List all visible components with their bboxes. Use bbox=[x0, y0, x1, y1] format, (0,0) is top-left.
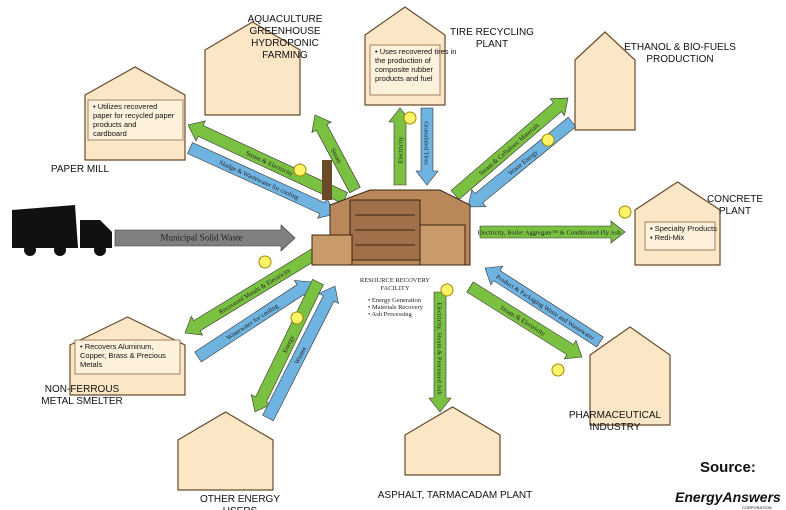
node-label: NON-FERROUS bbox=[45, 384, 120, 395]
arrow-label: Electricity bbox=[398, 136, 405, 164]
node-label: GREENHOUSE bbox=[249, 26, 320, 37]
node-note: products and fuel bbox=[375, 74, 433, 83]
source-logo: EnergyAnswers bbox=[675, 489, 781, 505]
arrow-label: Electricity, Steam & Processed Ash bbox=[436, 302, 443, 395]
node-label: TIRE RECYCLING bbox=[450, 27, 534, 38]
building bbox=[178, 412, 273, 490]
facility bbox=[312, 160, 470, 265]
node-note: products and bbox=[93, 120, 136, 129]
node-note: • Uses recovered tires in bbox=[375, 47, 456, 56]
source-logo-sub: CORPORATION bbox=[742, 505, 772, 510]
node-label: PAPER MILL bbox=[51, 164, 110, 175]
node-note: • Specialty Products bbox=[650, 224, 717, 233]
page: {"center": {"title_lines": ["RESOURCE RE… bbox=[0, 0, 786, 510]
light-bulb bbox=[291, 312, 303, 324]
arrow: Municipal Solid Waste bbox=[115, 225, 295, 251]
arrow: Electricity, Boiler Aggregate™ & Conditi… bbox=[477, 221, 625, 243]
node-note: Copper, Brass & Precious bbox=[80, 351, 166, 360]
facility-bullets: • Energy Generation• Materials Recovery•… bbox=[368, 297, 424, 318]
node-label: PRODUCTION bbox=[646, 54, 713, 65]
node-label: CONCRETE bbox=[707, 194, 763, 205]
arrow-label: Electricity, Boiler Aggregate™ & Conditi… bbox=[477, 230, 621, 237]
node-note: paper for recycled paper bbox=[93, 111, 175, 120]
node-label: USERS bbox=[223, 506, 258, 510]
node-note: composite rubber bbox=[375, 65, 433, 74]
light-bulb bbox=[542, 134, 554, 146]
node-label: FARMING bbox=[262, 50, 308, 61]
node-note: • Redi-Mix bbox=[650, 233, 685, 242]
arrow: Electricity, Steam & Processed Ash bbox=[429, 292, 451, 412]
light-bulb bbox=[294, 164, 306, 176]
light-bulb bbox=[552, 364, 564, 376]
node-note: • Utilizes recovered bbox=[93, 102, 157, 111]
arrow: Granulated Tires bbox=[416, 108, 438, 185]
arrow-label: Municipal Solid Waste bbox=[160, 233, 242, 243]
arrow: Steam & Cellulosic Materials bbox=[448, 90, 575, 204]
node-note: cardboard bbox=[93, 129, 127, 138]
diagram: AQUACULTUREGREENHOUSEHYDROPONICFARMING • … bbox=[0, 0, 786, 510]
light-bulb bbox=[619, 206, 631, 218]
node-note: Metals bbox=[80, 360, 102, 369]
node-label: AQUACULTURE bbox=[248, 14, 323, 25]
source-label: Source: bbox=[700, 459, 756, 476]
node-label: INDUSTRY bbox=[590, 422, 641, 433]
light-bulb bbox=[404, 112, 416, 124]
node-note: the production of bbox=[375, 56, 432, 65]
node-label: PHARMACEUTICAL bbox=[569, 410, 662, 421]
node-label: ETHANOL & BIO-FUELS bbox=[624, 42, 736, 53]
node-note: • Recovers Aluminum, bbox=[80, 342, 153, 351]
node-label: OTHER ENERGY bbox=[200, 494, 280, 505]
arrow: Waste Energy bbox=[461, 113, 579, 215]
garbage-truck bbox=[12, 205, 112, 256]
light-bulb bbox=[259, 256, 271, 268]
building bbox=[405, 407, 500, 475]
arrow-label: Granulated Tires bbox=[423, 121, 430, 165]
node-label: PLANT bbox=[476, 39, 508, 50]
node-label: PLANT bbox=[719, 206, 751, 217]
node-label: METAL SMELTER bbox=[41, 396, 123, 407]
node-label: ASPHALT, TARMACADAM PLANT bbox=[378, 490, 532, 501]
light-bulb bbox=[441, 284, 453, 296]
node-label: HYDROPONIC bbox=[251, 38, 319, 49]
